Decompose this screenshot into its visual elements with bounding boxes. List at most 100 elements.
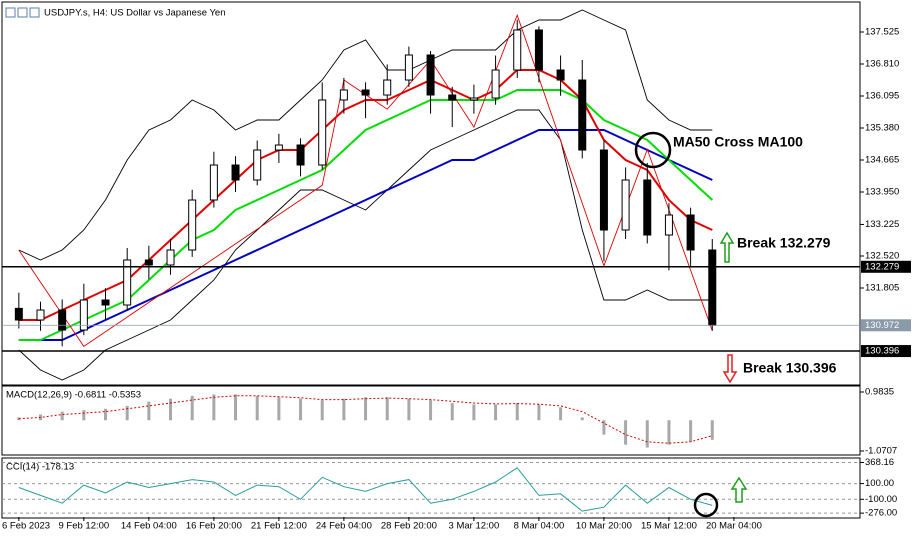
macd-bar (234, 394, 238, 421)
candle-body (448, 94, 457, 101)
candle-body (708, 249, 717, 326)
macd-bar (342, 398, 346, 421)
macd-bar (580, 417, 584, 421)
candle-body (361, 89, 370, 96)
x-tick-label: 15 Mar 12:00 (641, 521, 697, 532)
cci-up-arrow (730, 476, 748, 503)
candle-body (209, 164, 218, 201)
y-tick-label: 136.810 (865, 59, 899, 70)
price-tag-label: 130.396 (865, 346, 899, 357)
candle-body (578, 79, 587, 151)
x-tick-label: 20 Mar 04:00 (706, 521, 762, 532)
macd-bar (385, 397, 389, 421)
price-tag-label: 132.279 (865, 261, 899, 272)
candle-body (556, 69, 565, 81)
candle-body (426, 54, 435, 96)
candle-body (318, 99, 327, 166)
x-tick-label: 10 Mar 20:00 (576, 521, 632, 532)
macd-bar (147, 401, 151, 421)
macd-bar (104, 408, 108, 421)
price-tag (861, 345, 911, 358)
x-tick-label: 14 Feb 04:00 (121, 521, 177, 532)
macd-bar (277, 397, 281, 421)
price-tag-label: 130.972 (865, 320, 899, 331)
candle-body (36, 309, 45, 321)
y-tick-label: 135.380 (865, 123, 899, 134)
macd-bar (82, 410, 86, 421)
macd-bar (60, 411, 64, 421)
candle-body (58, 309, 67, 331)
candle-body (643, 179, 652, 236)
macd-bar (299, 398, 303, 421)
macd-bar (689, 420, 693, 442)
candle-body (253, 149, 262, 181)
candle-body (534, 29, 543, 71)
y-tick-label: 134.665 (865, 155, 899, 166)
y-tick-label: 137.525 (865, 27, 899, 38)
header-icons (5, 7, 40, 18)
macd-bar (515, 403, 519, 421)
candle-body (14, 307, 23, 321)
series-line (18, 89, 713, 341)
series-line (18, 109, 713, 381)
candle-body (339, 89, 348, 101)
macd-bar (710, 420, 714, 440)
candle-body (513, 29, 522, 71)
y-tick-label: -1.0707 (865, 446, 897, 457)
x-tick-label: 6 Feb 2023 (2, 521, 50, 532)
macd-bar (320, 400, 324, 421)
macd-bar (624, 420, 628, 445)
candle-body (79, 299, 88, 331)
price-tag (861, 260, 911, 273)
x-tick-label: 16 Feb 20:00 (186, 521, 242, 532)
macd-bar (602, 420, 606, 435)
cci-circle (693, 492, 719, 518)
macd-bar (450, 403, 454, 421)
price-tag (861, 319, 911, 332)
up-arrow (719, 231, 735, 263)
y-tick-label: 0.9835 (865, 387, 894, 398)
x-tick-label: 3 Mar 12:00 (449, 521, 500, 532)
y-tick-label: 132.520 (865, 251, 899, 262)
candle-body (274, 144, 283, 151)
y-tick-label: 133.950 (865, 187, 899, 198)
x-tick-label: 21 Feb 12:00 (251, 521, 307, 532)
x-tick-label: 28 Feb 20:00 (381, 521, 437, 532)
macd-bar (169, 398, 173, 421)
macd-bar (407, 398, 411, 421)
y-tick-label: -100.00 (865, 494, 897, 505)
macd-bar (212, 394, 216, 421)
chart-title: USDJPY.s, H4: US Dollar vs Japanese Yen (44, 8, 225, 19)
x-tick-label: 8 Mar 04:00 (514, 521, 565, 532)
candle-body (144, 259, 153, 266)
macd-bar (537, 404, 541, 421)
candle-body (123, 259, 132, 306)
macd-bar (667, 420, 671, 445)
y-tick-label: 131.805 (865, 283, 899, 294)
series-line (18, 395, 713, 444)
macd-bar (190, 395, 194, 421)
annotation: Break 130.396 (743, 360, 837, 376)
macd-bar (255, 395, 259, 421)
candle-body (296, 144, 305, 166)
macd-bar (364, 397, 368, 421)
candle-body (383, 79, 392, 96)
annotation: Break 132.279 (737, 235, 831, 251)
candle-body (101, 299, 110, 306)
macd-bar (645, 420, 649, 448)
x-tick-label: 9 Feb 12:00 (58, 521, 109, 532)
candle-body (231, 164, 240, 181)
macd-bar (494, 404, 498, 421)
cross-circle (634, 131, 672, 169)
candle-body (166, 249, 175, 266)
candle-body (491, 69, 500, 99)
candle-body (188, 199, 197, 251)
candle-body (404, 54, 413, 81)
macd-bar (429, 400, 433, 421)
y-tick-label: 133.225 (865, 219, 899, 230)
series-line (18, 129, 713, 341)
macd-bar (472, 404, 476, 421)
